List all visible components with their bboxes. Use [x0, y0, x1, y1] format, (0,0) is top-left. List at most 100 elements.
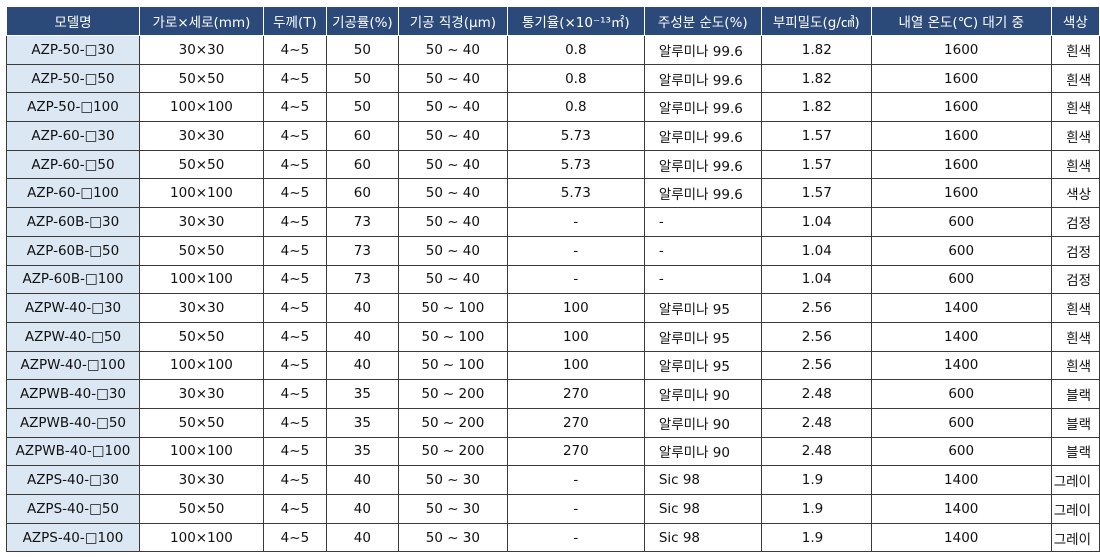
cell-color: 흰색	[1050, 121, 1100, 151]
cell-size: 30×30	[138, 379, 264, 409]
cell-permeability: 0.8	[506, 92, 645, 123]
table-row: AZP-60B-□30 30×30 4~5 73 50 ~ 40- -1.04 600 검정	[6, 207, 1100, 237]
cell-purity: 알루미나 95	[643, 321, 762, 352]
cell-heat-resistance: 600	[870, 436, 1052, 467]
cell-heat-resistance: 600	[870, 264, 1052, 295]
cell-porosity: 60	[325, 178, 399, 209]
cell-purity: -	[643, 264, 762, 295]
cell-permeability: -	[506, 494, 645, 524]
cell-pore-diameter: 50 ~ 30	[397, 522, 508, 553]
cell-purity: 알루미나 99.6	[643, 149, 762, 180]
cell-thickness: 4~5	[262, 178, 327, 209]
table-row: AZP-60-□100 100×100 4~5 60 50 ~ 40 5.73 알루미나 9…	[6, 178, 1100, 209]
cell-model-name: AZP-60B-□100	[6, 264, 140, 295]
table-row: AZP-60-□30 30×30 4~5 60 50 ~ 40 5.73 알루미나 99.6…	[6, 121, 1100, 151]
cell-thickness: 4~5	[262, 321, 327, 352]
table-row: AZPS-40-□50 50×50 4~5 40 50 ~ 30- Sic 98 1.9 14…	[6, 494, 1100, 524]
spec-table: 모델명 가로×세로(mm) 두께(T) 기공률(%) 기공 직경(μm) 통기율(×10⁻…	[6, 6, 1100, 553]
cell-color: 그레이	[1050, 522, 1100, 553]
cell-permeability: 5.73	[506, 149, 645, 180]
cell-bulk-density: 2.48	[760, 379, 872, 409]
table-row: AZPWB-40-□30 30×30 4~5 35 50 ~ 200 270 알루미나 90…	[6, 379, 1100, 409]
cell-permeability: 0.8	[506, 63, 645, 94]
cell-model-name: AZP-50-□50	[6, 63, 140, 94]
cell-permeability: -	[506, 465, 645, 495]
cell-size: 50×50	[138, 321, 264, 352]
cell-permeability: 270	[506, 436, 645, 467]
cell-color: 흰색	[1050, 350, 1100, 381]
cell-size: 30×30	[138, 207, 264, 237]
cell-size: 30×30	[138, 121, 264, 151]
cell-model-name: AZPW-40-□100	[6, 350, 140, 381]
cell-thickness: 4~5	[262, 92, 327, 123]
cell-model-name: AZP-60-□30	[6, 121, 140, 151]
cell-porosity: 50	[325, 63, 399, 94]
cell-porosity: 73	[325, 264, 399, 295]
cell-size: 30×30	[138, 465, 264, 495]
table-row: AZP-60B-□50 50×50 4~5 73 50 ~ 40- -1.04 600 검정	[6, 235, 1100, 266]
cell-pore-diameter: 50 ~ 40	[397, 121, 508, 151]
cell-size: 100×100	[138, 264, 264, 295]
cell-permeability: 270	[506, 379, 645, 409]
cell-thickness: 4~5	[262, 235, 327, 266]
cell-bulk-density: 1.9	[760, 465, 872, 495]
cell-purity: 알루미나 99.6	[643, 63, 762, 94]
cell-pore-diameter: 50 ~ 30	[397, 494, 508, 524]
cell-pore-diameter: 50 ~ 40	[397, 149, 508, 180]
cell-permeability: 100	[506, 350, 645, 381]
cell-color: 흰색	[1050, 35, 1100, 65]
cell-model-name: AZP-50-□100	[6, 92, 140, 123]
cell-pore-diameter: 50 ~ 30	[397, 465, 508, 495]
cell-permeability: 100	[506, 321, 645, 352]
table-body: AZP-50-□30 30×30 4~5 50 50 ~ 40 0.8 알루미나 99.6 1…	[6, 35, 1100, 553]
header-row: 모델명 가로×세로(mm) 두께(T) 기공률(%) 기공 직경(μm) 통기율(×10⁻…	[6, 6, 1100, 36]
table-row: AZP-60-□50 50×50 4~5 60 50 ~ 40 5.73 알루미나 99.6…	[6, 149, 1100, 180]
cell-porosity: 40	[325, 321, 399, 352]
cell-color: 블랙	[1050, 407, 1100, 438]
cell-pore-diameter: 50 ~ 100	[397, 350, 508, 381]
cell-model-name: AZPWB-40-□30	[6, 379, 140, 409]
cell-thickness: 4~5	[262, 63, 327, 94]
cell-thickness: 4~5	[262, 264, 327, 295]
cell-pore-diameter: 50 ~ 200	[397, 379, 508, 409]
cell-purity: 알루미나 99.6	[643, 92, 762, 123]
cell-size: 30×30	[138, 35, 264, 65]
cell-heat-resistance: 1600	[870, 178, 1052, 209]
cell-thickness: 4~5	[262, 35, 327, 65]
cell-color: 검정	[1050, 235, 1100, 266]
cell-bulk-density: 2.48	[760, 436, 872, 467]
cell-model-name: AZPS-40-□100	[6, 522, 140, 553]
cell-porosity: 40	[325, 465, 399, 495]
cell-size: 50×50	[138, 149, 264, 180]
cell-purity: 알루미나 95	[643, 293, 762, 323]
table-row: AZP-50-□100 100×100 4~5 50 50 ~ 40 0.8 알루미나 99…	[6, 92, 1100, 123]
cell-purity: Sic 98	[643, 522, 762, 553]
table-row: AZPWB-40-□50 50×50 4~5 35 50 ~ 200 270 알루미나 90…	[6, 407, 1100, 438]
cell-porosity: 50	[325, 35, 399, 65]
cell-purity: 알루미나 95	[643, 350, 762, 381]
cell-bulk-density: 1.82	[760, 63, 872, 94]
cell-pore-diameter: 50 ~ 40	[397, 35, 508, 65]
header-color: 색상	[1050, 6, 1100, 36]
cell-permeability: 5.73	[506, 121, 645, 151]
cell-permeability: 5.73	[506, 178, 645, 209]
cell-thickness: 4~5	[262, 522, 327, 553]
cell-heat-resistance: 600	[870, 207, 1052, 237]
cell-model-name: AZP-60B-□50	[6, 235, 140, 266]
cell-color: 검정	[1050, 264, 1100, 295]
header-size: 가로×세로(mm)	[138, 6, 264, 36]
cell-color: 블랙	[1050, 436, 1100, 467]
cell-porosity: 73	[325, 235, 399, 266]
cell-color: 그레이	[1050, 465, 1100, 495]
cell-thickness: 4~5	[262, 350, 327, 381]
cell-thickness: 4~5	[262, 149, 327, 180]
cell-heat-resistance: 1400	[870, 522, 1052, 553]
header-thickness: 두께(T)	[262, 6, 327, 36]
cell-pore-diameter: 50 ~ 100	[397, 321, 508, 352]
cell-bulk-density: 1.04	[760, 235, 872, 266]
cell-color: 그레이	[1050, 494, 1100, 524]
cell-pore-diameter: 50 ~ 200	[397, 436, 508, 467]
header-bulk-density: 부피밀도(g/㎤)	[760, 6, 872, 36]
cell-purity: Sic 98	[643, 465, 762, 495]
cell-porosity: 35	[325, 379, 399, 409]
